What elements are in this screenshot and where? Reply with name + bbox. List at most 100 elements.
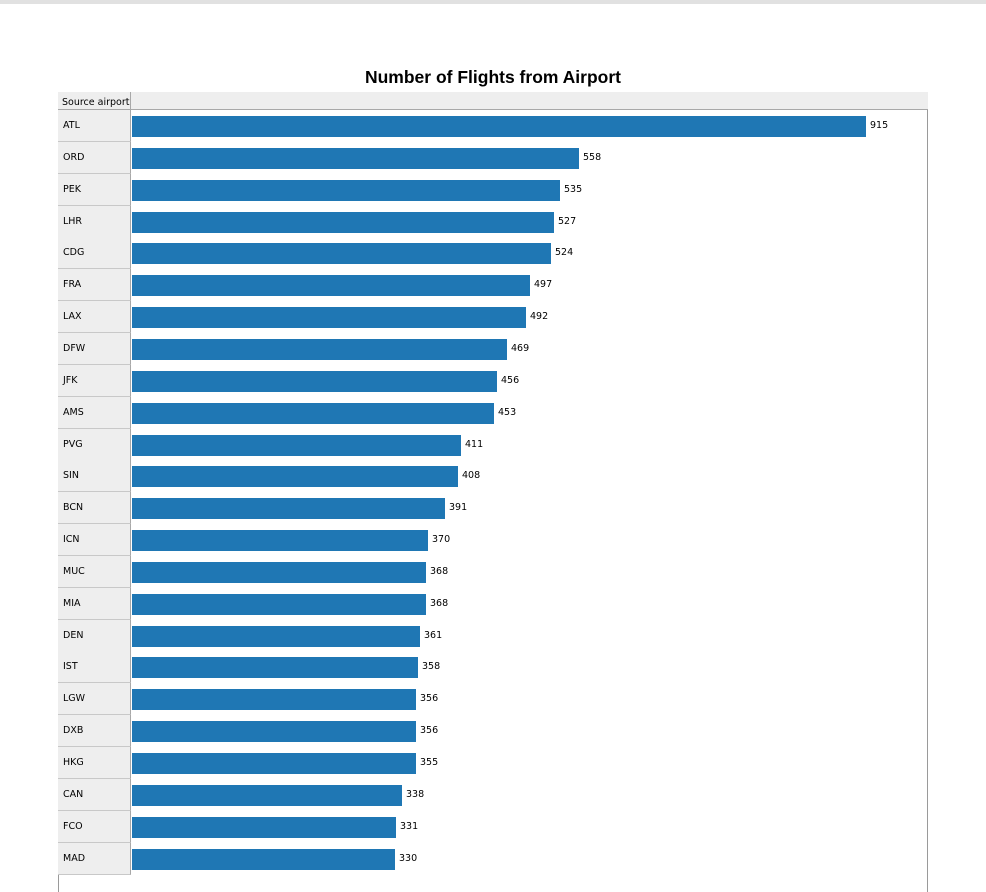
bar (131, 592, 427, 616)
bar (131, 210, 555, 234)
chart-header-row: Source airport (58, 92, 928, 110)
bar-value-label: 492 (530, 311, 549, 323)
bar (131, 688, 417, 712)
bar-value-label: 338 (406, 788, 425, 800)
bar-row: HKG 355 (58, 747, 928, 779)
bar (131, 433, 462, 457)
bar-value-label: 527 (558, 215, 577, 227)
category-label: FCO (58, 810, 131, 843)
bar (131, 783, 403, 807)
category-label: DFW (58, 332, 131, 365)
bar-value-label: 456 (501, 374, 520, 386)
category-label: MUC (58, 555, 131, 588)
bar-value-label: 356 (420, 693, 439, 705)
category-label: ICN (58, 524, 131, 557)
category-label: MAD (58, 842, 131, 875)
bar (131, 337, 508, 361)
category-label: HKG (58, 747, 131, 779)
bar (131, 624, 421, 648)
bar (131, 146, 580, 170)
bar-row: FCO 331 (58, 810, 928, 843)
bar (131, 242, 552, 266)
bar-value-label: 408 (462, 470, 481, 482)
category-label: JFK (58, 364, 131, 397)
browser-top-edge (0, 0, 986, 4)
bar-row: DEN 361 (58, 619, 928, 652)
bar-value-label: 497 (534, 279, 553, 291)
bar (131, 306, 527, 330)
category-header: Source airport (58, 92, 131, 110)
category-label: BCN (58, 492, 131, 525)
category-label: LAX (58, 301, 131, 334)
bar-value-label: 358 (422, 661, 441, 673)
category-label: PEK (58, 173, 131, 206)
bar (131, 401, 495, 425)
bar-row: BCN 391 (58, 492, 928, 525)
bar-row: ATL 915 (58, 110, 928, 142)
bar-value-label: 469 (511, 342, 530, 354)
bar (131, 529, 429, 553)
bar-value-label: 330 (399, 852, 418, 864)
category-label: MIA (58, 587, 131, 620)
bar (131, 178, 561, 202)
bar-row: LGW 356 (58, 683, 928, 716)
bar-row: MIA 368 (58, 587, 928, 620)
bar-row: MUC 368 (58, 555, 928, 588)
bar (131, 847, 396, 871)
bar-value-label: 524 (555, 247, 574, 259)
category-label: AMS (58, 396, 131, 429)
bar-value-label: 391 (449, 502, 468, 514)
bar (131, 752, 417, 775)
bar-row: LHR 527 (58, 205, 928, 238)
bar-value-label: 368 (430, 565, 449, 577)
bar-value-label: 355 (420, 757, 439, 768)
bar (131, 465, 459, 489)
bar-row: JFK 456 (58, 364, 928, 397)
bar-value-label: 535 (564, 183, 583, 195)
bar-value-label: 368 (430, 597, 449, 609)
chart-title: Number of Flights from Airport (364, 67, 621, 87)
bar-row: PEK 535 (58, 173, 928, 206)
category-label: IST (58, 651, 131, 684)
bar-value-label: 558 (583, 151, 602, 163)
bar-row: CDG 524 (58, 237, 928, 270)
bar (131, 497, 446, 521)
bar-row: IST 358 (58, 651, 928, 684)
bar (131, 815, 397, 839)
category-label: CAN (58, 778, 131, 811)
bar-value-label: 370 (432, 534, 451, 546)
bar (131, 560, 427, 584)
bar-row: DFW 469 (58, 332, 928, 365)
category-label: SIN (58, 460, 131, 493)
bar-row: MAD 330 (58, 842, 928, 875)
bar-value-label: 411 (465, 438, 484, 450)
bar-value-label: 356 (420, 725, 439, 737)
bar-value-label: 331 (400, 820, 419, 832)
bar (131, 274, 531, 298)
bar-row: DXB 356 (58, 715, 928, 748)
bar (131, 369, 498, 393)
bar-value-label: 453 (498, 406, 517, 418)
bar-row: ICN 370 (58, 524, 928, 557)
category-label: CDG (58, 237, 131, 270)
category-label: ATL (58, 110, 131, 142)
bar-row: ORD 558 (58, 141, 928, 174)
bar-row: SIN 408 (58, 460, 928, 493)
value-header-cell (131, 92, 928, 110)
bar (131, 115, 867, 138)
bar-row: AMS 453 (58, 396, 928, 429)
category-label: DXB (58, 715, 131, 748)
bar-value-label: 361 (424, 629, 443, 641)
bar-row: LAX 492 (58, 301, 928, 334)
category-label: ORD (58, 141, 131, 174)
bar-row: CAN 338 (58, 778, 928, 811)
bar-row: PVG 411 (58, 428, 928, 461)
category-label: LHR (58, 205, 131, 238)
bar (131, 656, 419, 680)
category-label: FRA (58, 269, 131, 302)
bar-row: FRA 497 (58, 269, 928, 302)
category-label: LGW (58, 683, 131, 716)
bar (131, 720, 417, 744)
category-label: DEN (58, 619, 131, 652)
category-label: PVG (58, 428, 131, 461)
